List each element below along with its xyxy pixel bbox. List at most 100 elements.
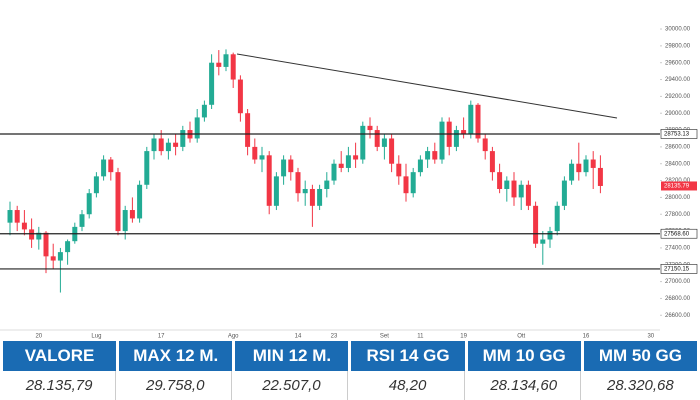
x-tick-label: 30 xyxy=(647,334,654,340)
candle-body xyxy=(367,125,373,131)
candle-body xyxy=(489,151,495,173)
candle-body xyxy=(576,163,582,173)
candle-body xyxy=(396,163,402,177)
candle-body xyxy=(561,180,567,206)
candle-body xyxy=(57,252,63,261)
x-tick-label: 11 xyxy=(417,334,424,340)
header-cell: MM 50 GG xyxy=(583,341,697,372)
chart: 26600.0026800.0027000.0027200.0027400.00… xyxy=(0,27,698,340)
candle-body xyxy=(338,163,344,168)
candle-body xyxy=(266,155,272,206)
y-tick-label: 29200.00 xyxy=(665,94,691,100)
value-cell: 22.507,0 xyxy=(235,371,349,400)
candle-body xyxy=(533,205,539,244)
level-label: 28753.13 xyxy=(664,132,690,138)
header-cell: RSI 14 GG xyxy=(351,341,465,372)
y-tick-label: 29600.00 xyxy=(665,60,691,66)
candle-body xyxy=(158,138,164,152)
candle-body xyxy=(14,210,20,223)
candle-body xyxy=(173,142,179,147)
x-tick-label: Ago xyxy=(228,334,239,340)
header-cell: VALORE xyxy=(3,341,117,372)
y-tick-label: 29400.00 xyxy=(665,77,691,83)
candle-body xyxy=(583,159,589,173)
candle-body xyxy=(497,172,503,189)
candle-body xyxy=(554,205,560,232)
candle-body xyxy=(324,180,330,189)
candle-body xyxy=(331,163,337,181)
candle-body xyxy=(425,151,431,160)
candle-body xyxy=(137,184,143,219)
y-tick-label: 28000.00 xyxy=(665,195,691,201)
x-tick-label: 14 xyxy=(295,334,302,340)
candle-body xyxy=(482,138,488,152)
candle-body xyxy=(302,188,308,194)
y-tick-label: 26800.00 xyxy=(665,296,691,302)
candle-body xyxy=(115,172,121,232)
y-tick-label: 28600.00 xyxy=(665,144,691,150)
x-tick-label: 20 xyxy=(35,334,42,340)
candle-body xyxy=(144,151,150,185)
candle-body xyxy=(569,163,575,181)
candle-body xyxy=(453,130,459,147)
candle-body xyxy=(36,232,42,240)
candle-body xyxy=(353,155,359,160)
level-label-box xyxy=(660,264,698,274)
candle-body xyxy=(237,79,243,114)
y-tick-label: 26600.00 xyxy=(665,313,691,319)
candle-body xyxy=(525,184,531,206)
value-cell: 28.135,79 xyxy=(3,371,117,400)
candle-body xyxy=(216,62,222,67)
candle-body xyxy=(230,54,236,80)
candle-body xyxy=(165,142,171,152)
y-tick-label: 30000.00 xyxy=(665,27,691,33)
x-tick-label: 23 xyxy=(331,334,338,340)
candle-body xyxy=(259,155,265,160)
candle-body xyxy=(281,159,287,177)
candle-body xyxy=(43,232,49,257)
candle-body xyxy=(288,159,294,173)
candle-body xyxy=(540,239,546,244)
candle-body xyxy=(374,130,380,147)
candle-body xyxy=(345,155,351,168)
x-tick-label: Set xyxy=(380,334,389,340)
candle-body xyxy=(252,146,258,160)
candle-body xyxy=(597,167,603,186)
candle-body xyxy=(317,188,323,206)
price-label-box xyxy=(661,181,697,191)
y-tick-label: 29800.00 xyxy=(665,43,691,49)
candle-body xyxy=(7,210,13,223)
candle-body xyxy=(475,104,481,139)
level-label: 27568.60 xyxy=(664,231,690,237)
candle-body xyxy=(417,159,423,173)
y-tick-label: 27400.00 xyxy=(665,245,691,251)
candle-body xyxy=(180,130,186,147)
candle-body xyxy=(209,62,215,105)
candle-body xyxy=(273,176,279,206)
value-row: 28.135,79 29.758,0 22.507,0 48,20 28.134… xyxy=(3,371,697,400)
x-tick-label: Ott xyxy=(517,334,525,340)
candle-body xyxy=(461,130,467,135)
value-cell: 48,20 xyxy=(351,371,465,400)
x-tick-label: 16 xyxy=(583,334,590,340)
y-tick-label: 28200.00 xyxy=(665,178,691,184)
candle-body xyxy=(309,188,315,206)
candle-body xyxy=(439,121,445,160)
level-label-box xyxy=(660,129,698,139)
value-cell: 28.134,60 xyxy=(468,371,581,400)
candle-body xyxy=(65,241,71,253)
candle-body xyxy=(432,151,438,160)
header-cell: MIN 12 M. xyxy=(235,341,349,372)
header-cell: MAX 12 M. xyxy=(119,341,233,372)
candle-body xyxy=(360,125,366,160)
header-cell: MM 10 GG xyxy=(467,341,581,372)
candle-body xyxy=(79,214,85,227)
candle-body xyxy=(151,138,157,152)
x-tick-label: Lug xyxy=(91,334,101,340)
candle-body xyxy=(86,193,92,215)
level-label-box xyxy=(660,228,698,239)
header-row: VALORE MAX 12 M. MIN 12 M. RSI 14 GG MM … xyxy=(3,341,697,372)
candle-body xyxy=(468,104,474,135)
candle-body xyxy=(223,54,229,67)
